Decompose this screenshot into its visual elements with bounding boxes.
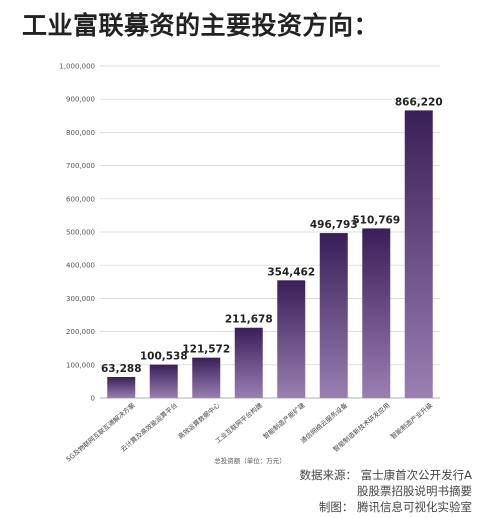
category-labels: 5G及物联网互联互通解决方案云计算及高效能运算平台高效运算数据中心工业互联网平台…	[64, 400, 434, 463]
value-label: 510,769	[352, 214, 400, 226]
value-label: 100,538	[140, 351, 188, 363]
chart-title: 工业富联募资的主要投资方向：	[22, 11, 380, 40]
y-tick-label: 100,000	[66, 361, 95, 369]
source-line-1: 数据来源： 富士康首次公开发行A	[299, 468, 472, 482]
y-tick-label: 0	[91, 395, 95, 403]
bar	[404, 110, 433, 398]
bar	[362, 228, 391, 398]
y-tick-label: 200,000	[66, 328, 95, 336]
credit-line: 制图： 腾讯信息可视化实验室	[318, 500, 472, 514]
bar	[149, 364, 178, 398]
category-label: 高效运算数据中心	[176, 400, 222, 441]
gridlines	[100, 65, 440, 399]
x-axis-label: 总投资额（单位：万元）	[214, 456, 286, 465]
category-label: 智能制造产能扩建	[261, 400, 307, 441]
category-label: 智能制造产业升级	[388, 400, 434, 441]
y-tick-label: 500,000	[66, 229, 95, 237]
bar	[234, 327, 263, 398]
source-line-2: 股股票招股说明书摘要	[357, 484, 472, 498]
value-label: 63,288	[101, 363, 142, 375]
value-label: 121,572	[182, 344, 230, 356]
value-label: 211,678	[225, 314, 273, 326]
bar	[277, 280, 306, 398]
bar	[319, 233, 348, 398]
y-tick-label: 900,000	[66, 96, 95, 104]
y-axis-ticks: 0 100,000 200,000 300,000 400,000 500,000 600,…	[59, 63, 95, 403]
value-label: 354,462	[267, 266, 315, 278]
category-label: 5G及物联网互联互通解决方案	[64, 400, 137, 463]
value-label: 866,220	[395, 96, 443, 108]
y-tick-label: 300,000	[66, 295, 95, 303]
y-tick-label: 800,000	[66, 129, 95, 137]
y-tick-label: 600,000	[66, 195, 95, 203]
y-tick-label: 1,000,000	[59, 63, 95, 71]
value-label: 496,793	[310, 219, 358, 231]
y-tick-label: 700,000	[66, 162, 95, 170]
bar	[107, 376, 136, 398]
bars	[107, 110, 433, 398]
y-tick-label: 400,000	[66, 262, 95, 270]
bar	[192, 357, 221, 398]
